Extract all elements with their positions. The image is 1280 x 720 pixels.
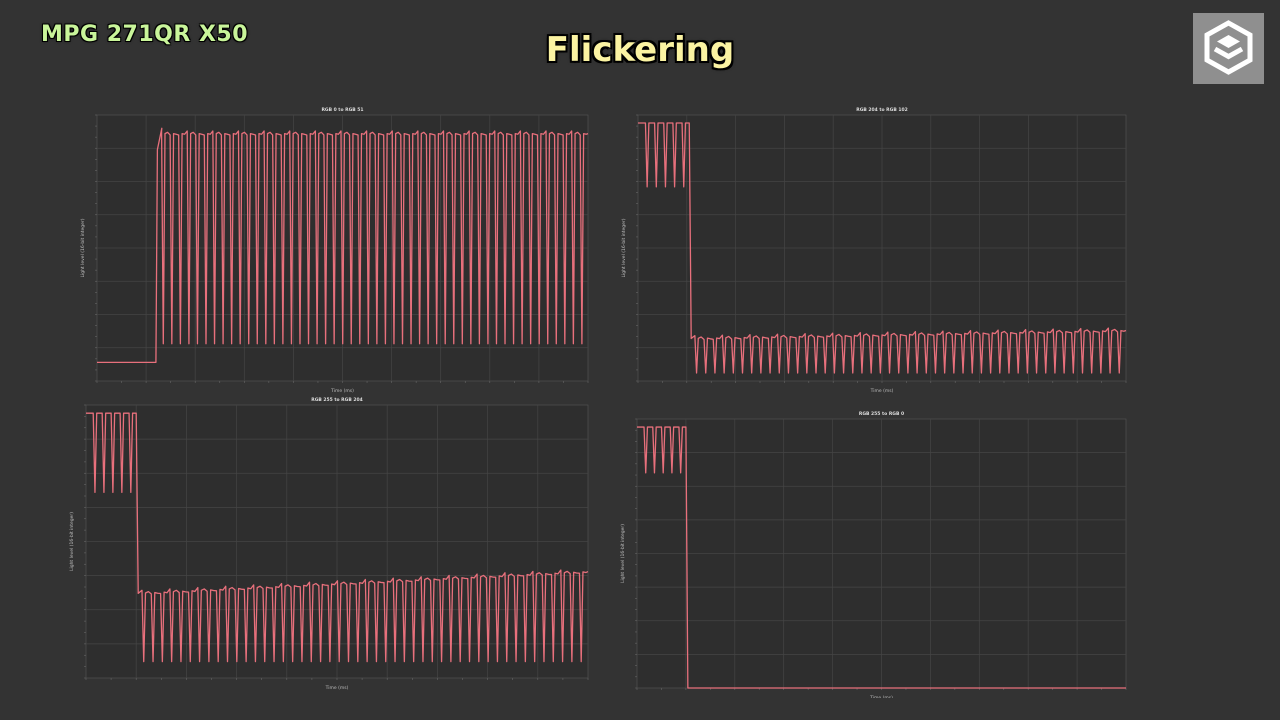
y-axis-label: Light level (16-bit integer) <box>621 218 627 277</box>
chart-title: RGB 204 to RGB 102 <box>856 107 907 113</box>
cube-logo-icon <box>1193 13 1264 84</box>
chart-title: RGB 0 to RGB 51 <box>321 107 363 113</box>
light-level-series-line <box>638 122 1127 374</box>
x-axis-label: Time (ms) <box>325 685 349 691</box>
light-level-series-line <box>637 426 1126 689</box>
chart-svg: RGB 204 to RGB 102 Time (ms) Light level (… <box>621 107 1127 394</box>
chart-svg: RGB 0 to RGB 51 Time (ms) Light level (16-… <box>80 107 589 394</box>
chart-rgb-204-to-102: RGB 204 to RGB 102 Time (ms) Light level (… <box>616 103 1136 395</box>
chart-rgb-255-to-204: RGB 255 to RGB 204 Time (ms) Light level (… <box>64 394 596 692</box>
x-axis-label: Time (ms) <box>870 388 894 394</box>
light-level-series-line <box>97 127 589 364</box>
chart-rgb-0-to-51: RGB 0 to RGB 51 Time (ms) Light level (16-… <box>76 103 596 395</box>
page-title: Flickering <box>545 30 735 70</box>
y-axis-label: Light level (16-bit integer) <box>80 218 86 277</box>
light-level-series-line <box>86 412 589 663</box>
x-axis-label: Time (ms) <box>330 388 354 394</box>
chart-svg: RGB 255 to RGB 0 Time (ms) Light level (16… <box>620 411 1127 701</box>
y-axis-label: Light level (16-bit integer) <box>69 512 75 571</box>
chart-title: RGB 255 to RGB 204 <box>311 397 362 403</box>
grid-lines <box>637 419 1126 688</box>
y-axis-label: Light level (16-bit integer) <box>620 524 626 583</box>
chart-rgb-255-to-0: RGB 255 to RGB 0 Time (ms) Light level (16… <box>616 408 1136 701</box>
chart-svg: RGB 255 to RGB 204 Time (ms) Light level (… <box>69 397 589 691</box>
chart-title: RGB 255 to RGB 0 <box>859 411 904 417</box>
x-axis-label: Time (ms) <box>869 695 893 698</box>
monitor-model-label: MPG 271QR X50 <box>41 22 249 47</box>
